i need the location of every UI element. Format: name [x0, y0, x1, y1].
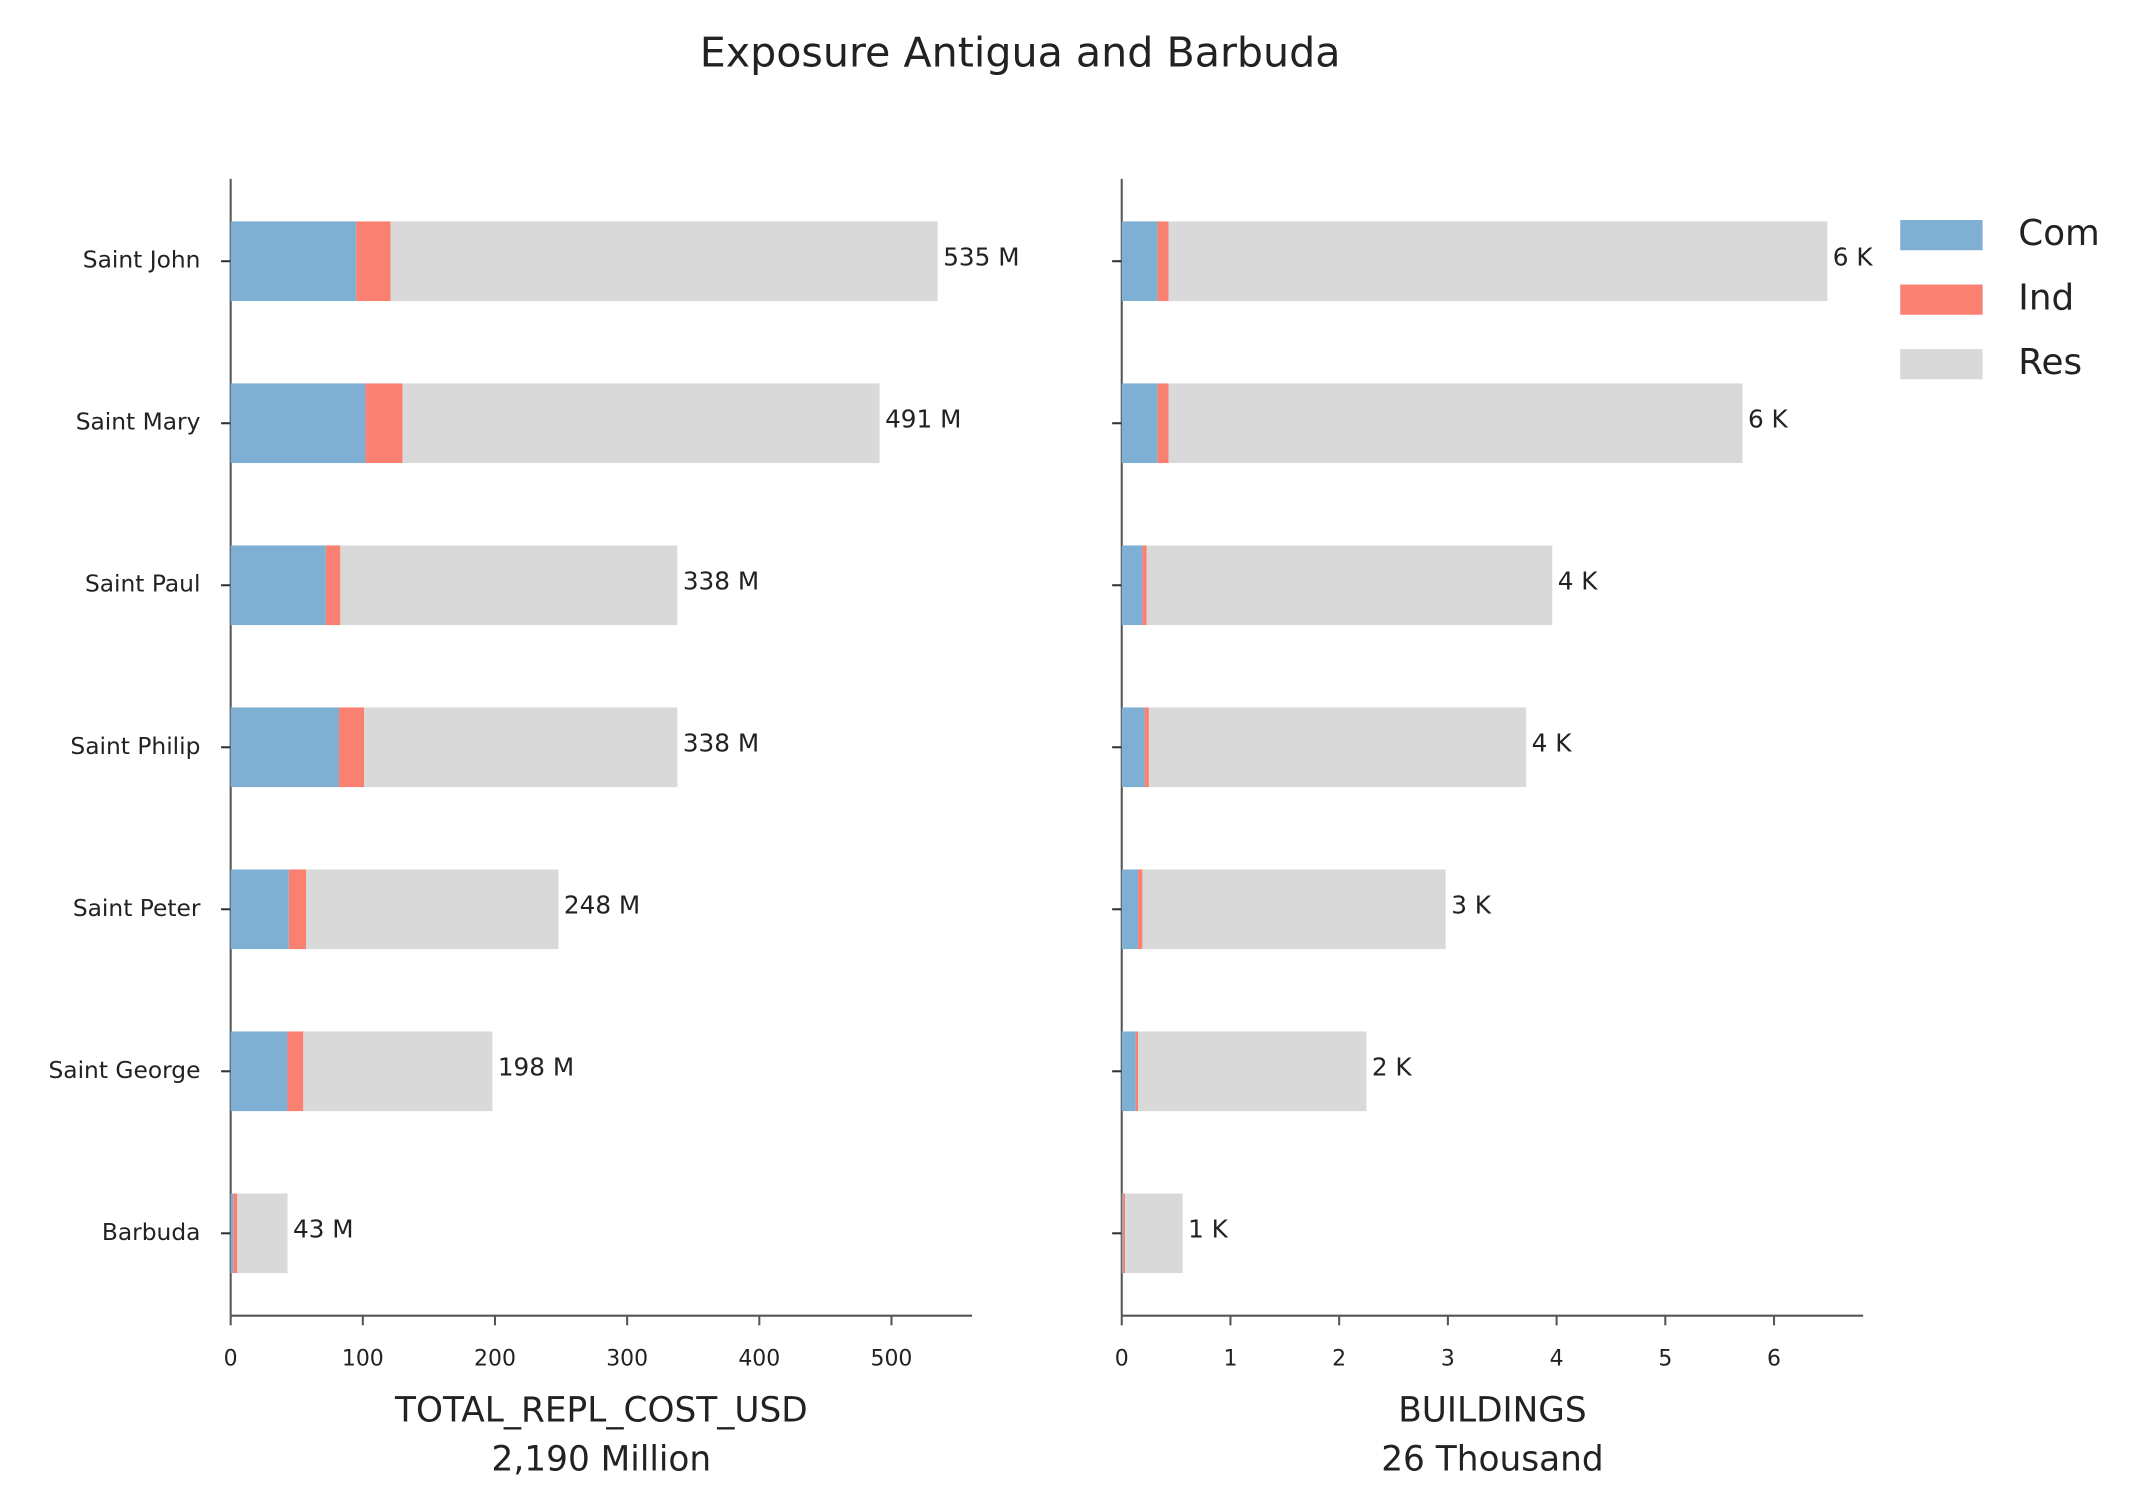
legend-label: Com	[2018, 213, 2100, 254]
bar-segment	[390, 221, 938, 302]
y-tick-label: Saint Peter	[73, 894, 201, 922]
bar-segment	[287, 1031, 304, 1112]
x-tick-label: 200	[474, 1347, 516, 1372]
bar-segment	[1157, 221, 1169, 302]
bar-segment	[1138, 869, 1143, 950]
x-tick-label: 0	[224, 1347, 238, 1372]
total-label: 338 M	[683, 567, 759, 596]
bar-segment	[230, 1193, 234, 1274]
bar-segment	[230, 1031, 288, 1112]
x-axis-label: BUILDINGS	[1398, 1390, 1586, 1430]
bar-segment	[1121, 707, 1145, 788]
chart-title: Exposure Antigua and Barbuda	[700, 28, 1341, 76]
x-tick-label: 500	[871, 1347, 913, 1372]
bar-segment	[365, 383, 403, 464]
bar-segment	[325, 545, 341, 626]
y-tick-label: Saint Paul	[85, 570, 201, 598]
total-label: 248 M	[564, 891, 640, 920]
bar-segment	[237, 1193, 288, 1274]
x-tick-label: 1	[1223, 1347, 1237, 1372]
bar-segment	[1142, 869, 1446, 950]
legend-swatch	[1900, 220, 1983, 251]
bar-segment	[1138, 1031, 1367, 1112]
bar-segment	[356, 221, 391, 302]
bar-segment	[1121, 545, 1143, 626]
total-label: 6 K	[1833, 242, 1874, 271]
bar-segment	[1168, 221, 1828, 302]
legend-label: Res	[2018, 342, 2082, 383]
total-label: 3 K	[1451, 891, 1492, 920]
bar-segment	[230, 545, 326, 626]
bar-segment	[1142, 545, 1147, 626]
legend-swatch	[1900, 284, 1983, 315]
x-axis-label: 2,190 Million	[492, 1440, 712, 1480]
y-tick-label: Saint Mary	[76, 408, 201, 436]
total-label: 2 K	[1372, 1053, 1413, 1082]
y-tick-label: Saint George	[48, 1056, 200, 1084]
bar-segment	[402, 383, 880, 464]
legend-label: Ind	[2018, 278, 2074, 319]
bar-segment	[1121, 383, 1158, 464]
bar-segment	[305, 869, 559, 950]
bar-segment	[288, 869, 306, 950]
x-axis-label: 26 Thousand	[1381, 1440, 1603, 1480]
x-tick-label: 2	[1332, 1347, 1346, 1372]
legend-swatch	[1900, 349, 1983, 380]
bar-segment	[1168, 383, 1743, 464]
bar-segment	[230, 869, 289, 950]
x-tick-label: 4	[1550, 1347, 1564, 1372]
bar-segment	[1121, 221, 1158, 302]
x-tick-label: 6	[1767, 1347, 1781, 1372]
bar-segment	[1121, 1193, 1123, 1274]
y-tick-label: Barbuda	[102, 1218, 201, 1246]
x-tick-label: 3	[1441, 1347, 1455, 1372]
bar-segment	[364, 707, 678, 788]
bar-segment	[1157, 383, 1169, 464]
bar-segment	[1121, 869, 1139, 950]
total-label: 43 M	[293, 1215, 354, 1244]
total-label: 6 K	[1748, 404, 1789, 433]
total-label: 198 M	[498, 1053, 574, 1082]
bar-segment	[1122, 1193, 1126, 1274]
total-label: 491 M	[885, 404, 961, 433]
total-label: 4 K	[1532, 729, 1573, 758]
x-tick-label: 100	[342, 1347, 384, 1372]
y-tick-label: Saint John	[83, 246, 201, 274]
bar-segment	[1146, 545, 1553, 626]
bar-segment	[230, 221, 357, 302]
x-tick-label: 0	[1115, 1347, 1129, 1372]
x-tick-label: 5	[1658, 1347, 1672, 1372]
bar-segment	[1144, 707, 1149, 788]
total-label: 535 M	[943, 242, 1019, 271]
bar-segment	[233, 1193, 238, 1274]
total-label: 4 K	[1558, 567, 1599, 596]
total-label: 338 M	[683, 729, 759, 758]
bar-segment	[230, 383, 366, 464]
bar-segment	[339, 707, 365, 788]
total-label: 1 K	[1188, 1215, 1229, 1244]
bar-segment	[1125, 1193, 1183, 1274]
bar-segment	[230, 707, 340, 788]
bar-segment	[1148, 707, 1527, 788]
x-tick-label: 400	[738, 1347, 780, 1372]
bar-segment	[303, 1031, 493, 1112]
x-axis-label: TOTAL_REPL_COST_USD	[394, 1390, 808, 1430]
y-tick-label: Saint Philip	[70, 732, 200, 760]
bar-segment	[1135, 1031, 1139, 1112]
bar-segment	[1121, 1031, 1136, 1112]
x-tick-label: 300	[606, 1347, 648, 1372]
bar-segment	[340, 545, 678, 626]
